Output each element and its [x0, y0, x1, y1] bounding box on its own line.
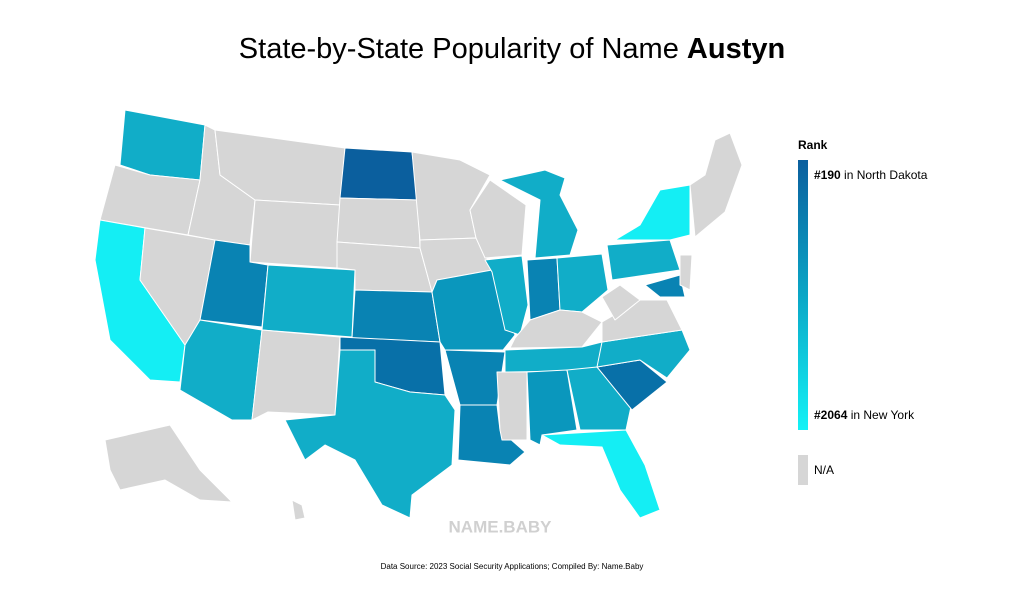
state — [469, 179, 527, 259]
state — [526, 257, 561, 321]
state — [179, 319, 263, 421]
legend-top: #190 in North Dakota — [814, 168, 928, 182]
state — [606, 239, 681, 281]
state — [457, 404, 526, 466]
legend-na-swatch — [798, 455, 808, 485]
state — [444, 349, 506, 406]
legend: Rank #190 in North Dakota #2064 in New Y… — [798, 138, 928, 485]
title-text: State-by-State Popularity of Name — [239, 33, 679, 65]
state — [351, 289, 441, 343]
state — [291, 499, 306, 521]
state — [104, 424, 233, 503]
state — [601, 284, 641, 321]
state — [509, 309, 603, 349]
state — [614, 184, 691, 241]
state — [496, 371, 528, 441]
legend-title: Rank — [798, 138, 828, 152]
state — [541, 429, 661, 519]
state — [336, 197, 421, 249]
state — [119, 109, 206, 181]
legend-na-label: N/A — [814, 463, 834, 477]
legend-top-rank: #190 — [814, 168, 841, 182]
us-map — [94, 109, 743, 521]
watermark: NAME.BABY — [449, 517, 553, 536]
title-name: Austyn — [687, 33, 785, 65]
state — [566, 366, 633, 431]
state — [644, 274, 686, 298]
state — [251, 329, 341, 421]
state — [679, 254, 693, 291]
state — [284, 349, 456, 519]
state — [339, 147, 419, 201]
legend-bottom: #2064 in New York — [814, 408, 915, 422]
state — [689, 132, 743, 238]
source-note: Data Source: 2023 Social Security Applic… — [381, 562, 644, 571]
legend-bottom-place: in New York — [851, 408, 915, 422]
title: State-by-State Popularity of Name Austyn — [239, 33, 785, 65]
legend-gradient — [798, 160, 808, 430]
state — [556, 253, 609, 313]
legend-bottom-rank: #2064 — [814, 408, 848, 422]
legend-top-place: in North Dakota — [844, 168, 928, 182]
state — [261, 264, 356, 338]
state — [499, 169, 579, 259]
state — [249, 199, 341, 269]
